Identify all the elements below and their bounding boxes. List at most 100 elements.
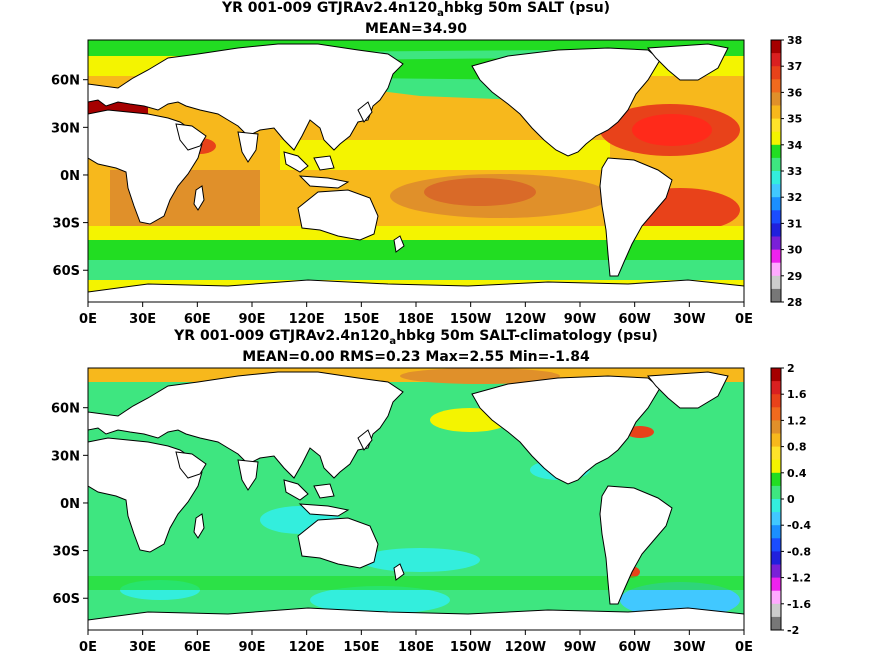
colorbar-swatch [771,538,781,552]
x-axis-salinity: 0E 30E 60E 90E 120E 150E 180E 150W 120W 90W 60W 30W… [79,302,753,327]
colorbar-label: 37 [787,60,802,73]
y-tick-label: 60S [53,264,80,279]
x-tick-label: 60E [184,640,211,655]
colorbar-label: 29 [787,270,802,283]
title-salinity: YR 001-009 GTJRAv2.4n120ahbkg 50m SALT (… [221,0,610,19]
colorbar-swatch [771,459,781,474]
colorbar-label: -1.6 [787,598,811,611]
colorbar-label: 34 [787,139,803,152]
x-tick-label: 150W [450,312,491,327]
colorbar-swatch [771,118,781,133]
colorbar-swatch [771,564,781,579]
colorbar-label: -0.4 [787,519,811,532]
x-tick-label: 30E [129,312,156,327]
stats-anomaly: MEAN=0.00 RMS=0.23 Max=2.55 Min=-1.84 [242,349,590,365]
colorbar-label: 0.8 [787,441,807,454]
y-tick-label: 60S [53,592,80,607]
x-tick-label: 90W [564,312,596,327]
y-axis-anomaly: 60N 30N 0N 30S 60S [51,402,88,607]
colorbar-label: 38 [787,34,802,47]
title-anomaly: YR 001-009 GTJRAv2.4n120ahbkg 50m SALT-c… [173,328,658,347]
y-tick-label: 30N [51,449,80,464]
colorbar-label: 0 [787,493,795,506]
x-tick-label: 150W [450,640,491,655]
colorbar-swatch [771,420,781,434]
colorbar-swatch [771,171,781,185]
colorbar-label: 28 [787,296,802,309]
x-tick-label: 90E [239,312,266,327]
y-tick-label: 30S [53,217,80,232]
x-axis-anomaly: 0E 30E 60E 90E 120E 150E 180E 150W 120W 90W 60W 30W… [79,630,753,655]
y-tick-label: 60N [51,402,80,417]
x-tick-label: 120E [289,640,325,655]
y-tick-label: 30N [51,121,80,136]
y-axis-salinity: 60N 30N 0N 30S 60S [51,74,88,279]
colorbar-label: 31 [787,217,802,230]
x-tick-label: 30E [129,640,156,655]
colorbar-swatch [771,144,781,159]
colorbar-swatch [771,131,781,146]
colorbar-swatch [771,616,781,631]
colorbar-swatch [771,472,781,487]
colorbar-label: 30 [787,244,803,257]
colorbar-swatch [771,499,781,513]
colorbar-swatch [771,368,781,382]
colorbar-label: 2 [787,362,795,375]
x-tick-label: 180E [398,640,434,655]
y-tick-label: 60N [51,74,80,89]
x-tick-label: 60W [618,312,650,327]
colorbar-label: -2 [787,624,799,637]
colorbar-swatch [771,210,781,224]
colorbar-swatch [771,92,781,106]
colorbar-swatch [771,262,781,277]
colorbar-swatch [771,197,781,211]
colorbar-swatch [771,381,781,395]
colorbar-swatch [771,603,781,618]
colorbar-swatch [771,590,781,605]
colorbar-swatch [771,105,781,120]
colorbar-label: 0.4 [787,467,807,480]
colorbar-swatch [771,40,781,54]
x-tick-label: 120E [289,312,325,327]
colorbar-label: 33 [787,165,802,178]
colorbar-label: 36 [787,86,803,99]
colorbar-swatch [771,223,781,237]
colorbar-swatch [771,79,781,93]
colorbar-label: 1.2 [787,414,807,427]
colorbar-swatch [771,288,781,303]
colorbar-swatch [771,249,781,264]
salinity-field [88,40,744,302]
panel-anomaly: YR 001-009 GTJRAv2.4n120ahbkg 50m SALT-c… [51,328,811,655]
colorbar-anomaly: 2 1.6 1.2 0.8 0.4 0 -0.4 -0.8 -1.2 -1.6 -2 [770,362,811,637]
colorbar-label: 32 [787,191,802,204]
colorbar-swatch [771,394,781,408]
colorbar-label: -0.8 [787,545,811,558]
x-tick-label: 90W [564,640,596,655]
colorbar-swatch [771,551,781,565]
x-tick-label: 60W [618,640,650,655]
colorbar-swatch [771,53,781,67]
x-tick-label: 150E [343,640,379,655]
x-tick-label: 0E [735,640,753,655]
x-tick-label: 120W [505,640,546,655]
colorbar-swatch [771,66,781,80]
stats-salinity: MEAN=34.90 [365,21,467,37]
x-tick-label: 0E [79,640,97,655]
y-tick-label: 30S [53,545,80,560]
y-tick-label: 0N [60,169,80,184]
x-tick-label: 0E [735,312,753,327]
y-tick-label: 0N [60,497,80,512]
panel-salinity: YR 001-009 GTJRAv2.4n120ahbkg 50m SALT (… [51,0,803,327]
colorbar-label: 35 [787,113,802,126]
x-tick-label: 0E [79,312,97,327]
colorbar-swatch [771,407,781,421]
colorbar-label: -1.2 [787,572,811,585]
x-tick-label: 30W [673,312,705,327]
colorbar-swatch [771,157,781,172]
x-tick-label: 90E [239,640,266,655]
x-tick-label: 180E [398,312,434,327]
colorbar-swatch [771,184,781,198]
colorbar-swatch [771,433,781,448]
anomaly-field [88,368,744,630]
